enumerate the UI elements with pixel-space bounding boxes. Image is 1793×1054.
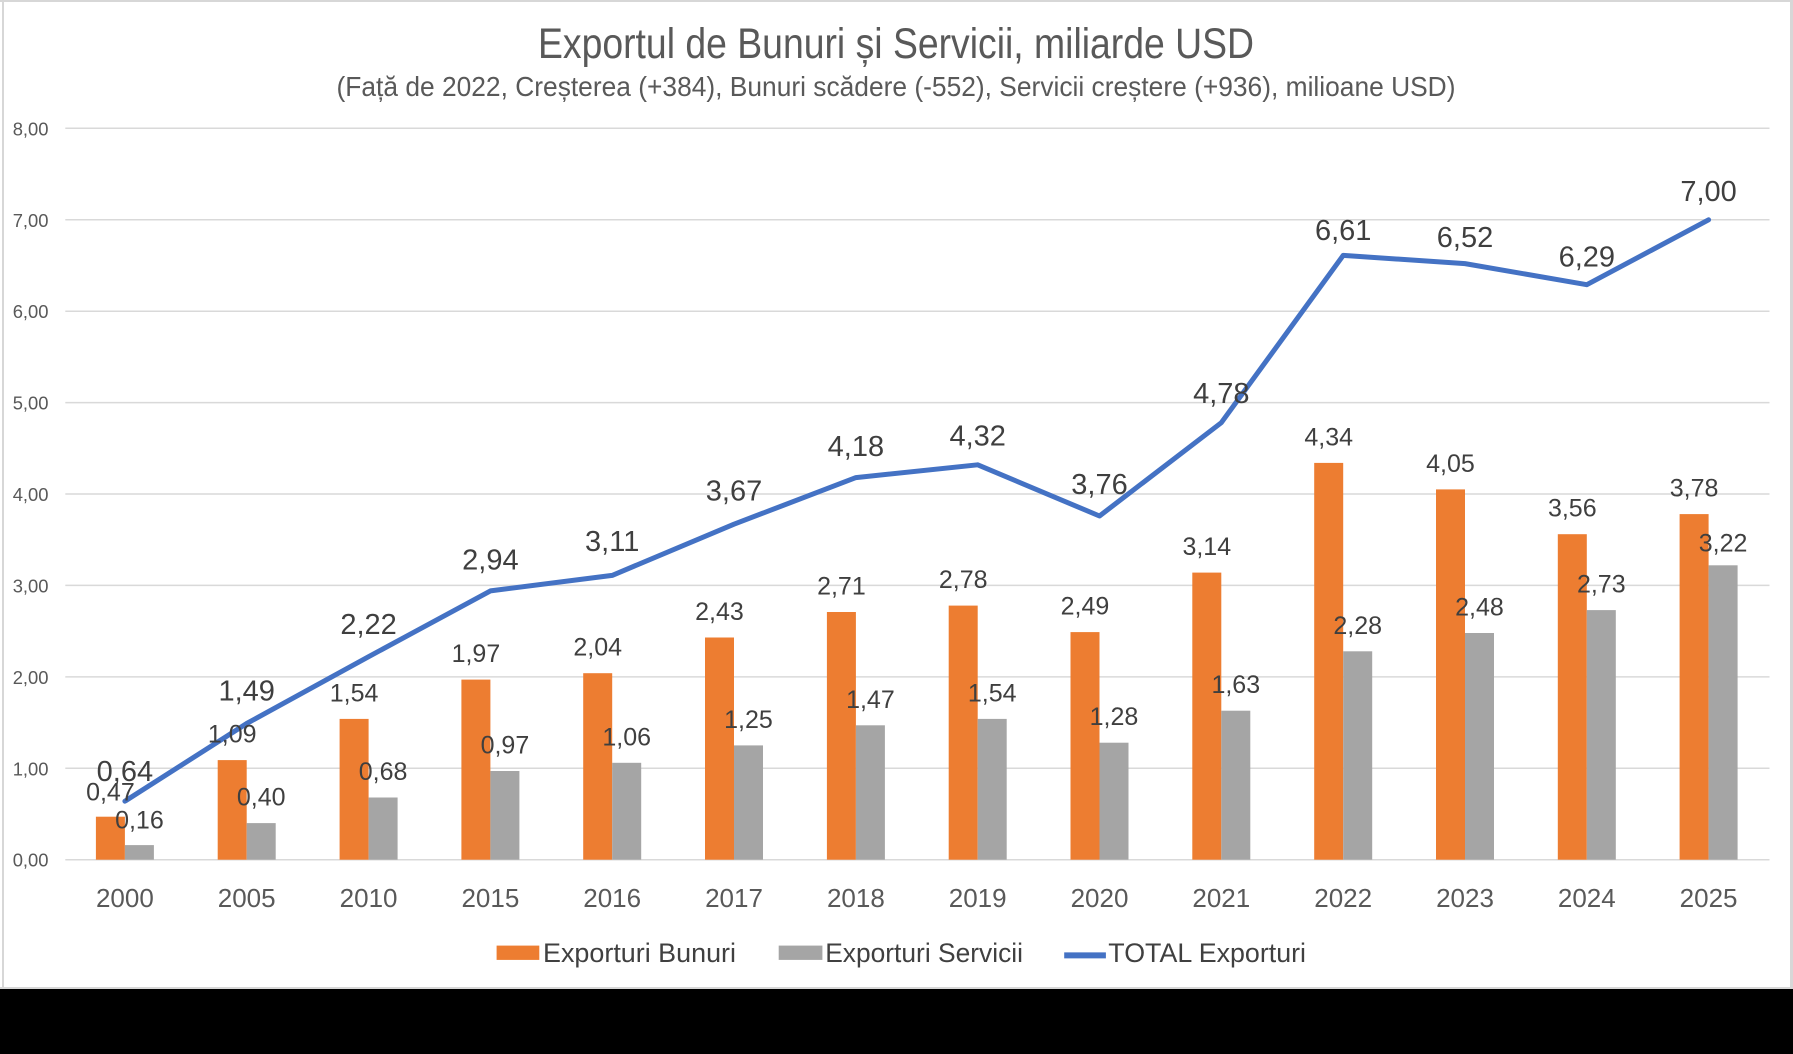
svg-text:8,00: 8,00	[13, 118, 49, 139]
svg-text:1,06: 1,06	[602, 723, 651, 751]
svg-text:5,00: 5,00	[13, 393, 49, 414]
svg-text:TOTAL Exporturi: TOTAL Exporturi	[1108, 938, 1306, 968]
svg-text:3,11: 3,11	[585, 526, 639, 558]
svg-text:2000: 2000	[96, 883, 154, 913]
svg-text:0,40: 0,40	[237, 784, 286, 812]
svg-text:4,32: 4,32	[949, 420, 1005, 452]
svg-text:4,78: 4,78	[1193, 378, 1249, 410]
svg-text:Exporturi Servicii: Exporturi Servicii	[825, 938, 1023, 968]
svg-text:2,00: 2,00	[13, 667, 49, 688]
svg-text:3,67: 3,67	[706, 476, 762, 508]
svg-text:2005: 2005	[218, 883, 276, 913]
svg-text:1,28: 1,28	[1090, 703, 1139, 731]
svg-text:2,43: 2,43	[695, 598, 744, 626]
svg-text:1,47: 1,47	[846, 686, 895, 714]
svg-text:0,47: 0,47	[86, 779, 135, 807]
svg-text:2,73: 2,73	[1577, 571, 1626, 599]
svg-text:2023: 2023	[1436, 883, 1494, 913]
svg-text:2016: 2016	[583, 883, 641, 913]
svg-text:Exporturi Bunuri: Exporturi Bunuri	[543, 938, 736, 968]
svg-text:2,71: 2,71	[817, 573, 866, 601]
svg-text:4,05: 4,05	[1426, 450, 1475, 478]
svg-text:0,00: 0,00	[13, 850, 49, 871]
svg-text:1,63: 1,63	[1211, 671, 1260, 699]
svg-text:3,00: 3,00	[13, 575, 49, 596]
svg-text:3,14: 3,14	[1182, 533, 1231, 561]
svg-text:2021: 2021	[1192, 883, 1250, 913]
svg-text:4,00: 4,00	[13, 484, 49, 505]
svg-text:2,48: 2,48	[1455, 594, 1504, 622]
svg-text:2020: 2020	[1071, 883, 1129, 913]
svg-text:2018: 2018	[827, 883, 885, 913]
svg-text:0,68: 0,68	[359, 758, 408, 786]
svg-text:3,78: 3,78	[1670, 475, 1719, 503]
svg-text:2,04: 2,04	[573, 634, 622, 662]
svg-text:1,54: 1,54	[330, 679, 379, 707]
svg-text:3,76: 3,76	[1071, 469, 1127, 501]
svg-text:2017: 2017	[705, 883, 763, 913]
svg-text:0,64: 0,64	[97, 756, 153, 788]
svg-text:6,29: 6,29	[1559, 242, 1615, 274]
svg-text:1,09: 1,09	[208, 721, 257, 749]
svg-text:1,25: 1,25	[724, 706, 773, 734]
svg-text:2,22: 2,22	[340, 609, 396, 641]
svg-text:1,97: 1,97	[452, 640, 501, 668]
svg-text:0,97: 0,97	[481, 732, 530, 760]
svg-text:0,16: 0,16	[115, 807, 164, 835]
svg-text:2025: 2025	[1680, 883, 1738, 913]
svg-text:3,56: 3,56	[1548, 495, 1597, 523]
svg-text:2,94: 2,94	[462, 545, 518, 577]
svg-text:2015: 2015	[461, 883, 519, 913]
svg-text:1,00: 1,00	[13, 758, 49, 779]
svg-text:1,49: 1,49	[218, 676, 274, 708]
svg-text:7,00: 7,00	[1680, 176, 1736, 208]
svg-text:2024: 2024	[1558, 883, 1616, 913]
svg-text:2,49: 2,49	[1061, 593, 1110, 621]
svg-text:2,28: 2,28	[1333, 612, 1382, 640]
svg-text:2010: 2010	[340, 883, 398, 913]
svg-text:1,54: 1,54	[968, 679, 1017, 707]
svg-text:2,78: 2,78	[939, 566, 988, 594]
svg-text:3,22: 3,22	[1699, 530, 1748, 558]
svg-text:7,00: 7,00	[13, 210, 49, 231]
svg-text:Exportul de Bunuri și Servicii: Exportul de Bunuri și Servicii, miliarde…	[538, 21, 1254, 68]
svg-text:2019: 2019	[949, 883, 1007, 913]
svg-text:6,52: 6,52	[1437, 222, 1493, 254]
svg-text:(Față de 2022, Creșterea (+384: (Față de 2022, Creșterea (+384), Bunuri …	[337, 71, 1456, 102]
svg-text:6,00: 6,00	[13, 301, 49, 322]
svg-text:4,18: 4,18	[828, 431, 884, 463]
svg-text:6,61: 6,61	[1315, 215, 1371, 247]
svg-text:2022: 2022	[1314, 883, 1372, 913]
svg-text:4,34: 4,34	[1304, 423, 1353, 451]
